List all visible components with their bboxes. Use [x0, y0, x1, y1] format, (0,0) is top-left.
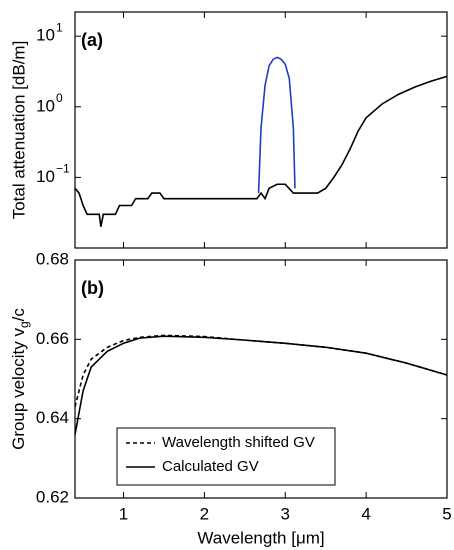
- legend-box: [116, 427, 336, 486]
- y-tick-label: 0.66: [36, 329, 69, 348]
- y-tick-label: 10: [36, 26, 55, 45]
- x-tick-label: 2: [200, 504, 209, 523]
- x-tick-label: 3: [281, 504, 290, 523]
- x-tick-label: 1: [119, 504, 128, 523]
- y-tick-exponent: −1: [56, 162, 70, 176]
- legend-label: Calculated GV: [162, 458, 259, 475]
- y-tick-exponent: 0: [56, 91, 63, 105]
- plot-frame: [74, 11, 448, 249]
- y-axis-label-part: g: [17, 321, 31, 328]
- x-tick-label: 4: [361, 504, 370, 523]
- data-line: [74, 75, 448, 227]
- y-tick-label: 10: [36, 167, 55, 186]
- y-tick-label: 0.62: [36, 487, 69, 506]
- panel-label: (a): [81, 30, 103, 50]
- x-tick-label: 5: [442, 504, 451, 523]
- plot-frame: [74, 259, 448, 499]
- legend-label: Wavelength shifted GV: [162, 434, 315, 451]
- y-tick-label: 0.64: [36, 408, 69, 427]
- panel-label: (b): [81, 278, 104, 298]
- x-axis-label: Wavelength [μm]: [197, 528, 324, 547]
- y-tick-exponent: 1: [56, 20, 63, 34]
- data-line: [74, 334, 448, 407]
- y-axis-label-part: Group velocity v: [9, 328, 28, 450]
- y-axis-label-part: /c: [9, 308, 28, 322]
- data-line: [257, 56, 296, 194]
- data-line: [74, 335, 448, 435]
- y-axis-label: Total attenuation [dB/m]: [9, 41, 28, 220]
- y-tick-label: 0.68: [36, 249, 69, 268]
- y-axis-label: Group velocity vg/c: [9, 308, 31, 450]
- y-tick-label: 10: [36, 96, 55, 115]
